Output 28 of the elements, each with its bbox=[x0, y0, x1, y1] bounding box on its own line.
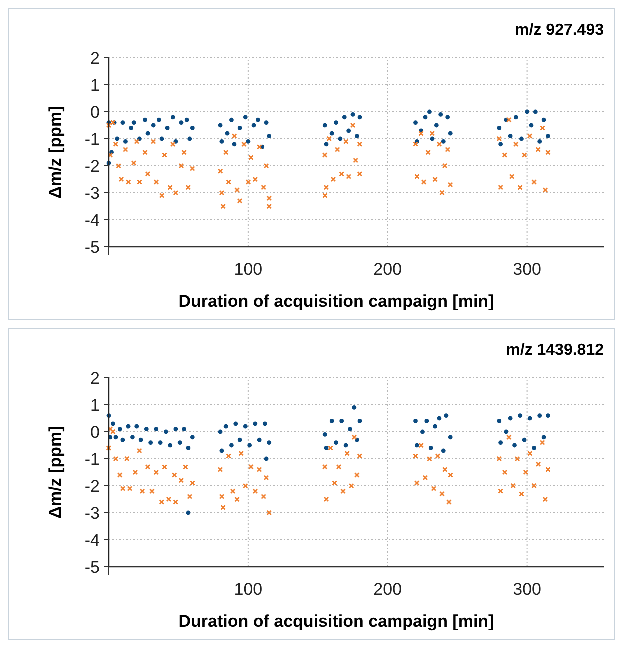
x-tick-label: 300 bbox=[513, 260, 542, 279]
y-tick-label: 1 bbox=[90, 396, 100, 415]
chart-title: m/z 927.493 bbox=[515, 22, 604, 39]
y-tick-label: 1 bbox=[90, 76, 100, 95]
y-tick-label: -2 bbox=[84, 476, 100, 496]
y-tick-label: 0 bbox=[90, 102, 100, 122]
x-tick-label: 200 bbox=[374, 260, 402, 279]
y-tick-label: -3 bbox=[84, 504, 100, 523]
y-tick-label: 2 bbox=[90, 368, 100, 388]
x-axis-title: Duration of acquisition campaign [min] bbox=[178, 612, 494, 631]
y-tick-label: 0 bbox=[90, 422, 100, 442]
y-tick-label: 2 bbox=[90, 48, 100, 68]
y-tick-label: -2 bbox=[84, 156, 100, 176]
x-tick-label: 100 bbox=[234, 580, 263, 599]
y-tick-label: -4 bbox=[84, 210, 100, 230]
x-tick-label: 100 bbox=[234, 260, 263, 279]
y-tick-label: -4 bbox=[84, 530, 100, 550]
y-axis-title: Δm/z [ppm] bbox=[46, 426, 65, 519]
x-tick-label: 200 bbox=[374, 580, 402, 599]
chart-title: m/z 1439.812 bbox=[506, 342, 604, 359]
x-tick-label: 300 bbox=[513, 580, 542, 599]
y-axis-title: Δm/z [ppm] bbox=[46, 106, 65, 199]
y-tick-label: -5 bbox=[84, 558, 100, 577]
y-tick-label: -1 bbox=[84, 130, 100, 149]
y-tick-label: -5 bbox=[84, 238, 100, 257]
y-tick-label: -1 bbox=[84, 450, 100, 469]
y-tick-label: -3 bbox=[84, 184, 100, 203]
x-axis-title: Duration of acquisition campaign [min] bbox=[178, 292, 494, 311]
